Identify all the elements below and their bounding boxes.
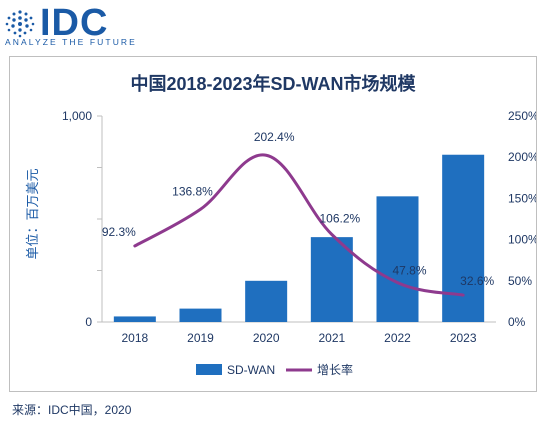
left-tick-label: 1,000 — [62, 109, 92, 123]
plot-area: 0 1,000 0% 50% 100% 150% 200% 250% 2018 2019 2020 2… — [62, 109, 536, 345]
right-tick-label: 200% — [508, 150, 536, 164]
bar — [179, 308, 222, 322]
y-axis-label: 单位：百万美元 — [25, 168, 40, 259]
line-data-label: 136.8% — [172, 184, 213, 198]
legend-swatch-bar — [196, 364, 222, 375]
right-tick-label: 250% — [508, 109, 536, 123]
bar — [310, 237, 353, 322]
line-data-label: 32.6% — [460, 274, 494, 288]
source-note: 来源：IDC中国，2020 — [12, 403, 132, 417]
left-tick-label: 0 — [85, 315, 92, 329]
growth-rate-line — [133, 153, 465, 297]
right-tick-label: 150% — [508, 191, 536, 205]
right-tick-label: 100% — [508, 233, 536, 247]
bar — [376, 196, 419, 322]
idc-logo: IDC ANALYZE THE FUTURE — [0, 0, 140, 52]
line-data-label: 92.3% — [102, 225, 136, 239]
line-data-label: 202.4% — [254, 130, 295, 144]
logo-brand-text: IDC — [40, 2, 109, 44]
chart-svg: 中国2018-2023年SD-WAN市场规模 单位：百万美元 0 1,000 0% 5… — [25, 73, 536, 377]
legend-label-growth: 增长率 — [317, 362, 353, 377]
x-tick-label: 2020 — [253, 331, 280, 345]
line-data-label: 106.2% — [319, 211, 360, 225]
legend-label-sdwan: SD-WAN — [227, 363, 275, 377]
chart-title: 中国2018-2023年SD-WAN市场规模 — [130, 73, 416, 94]
bar — [113, 316, 156, 322]
right-tick-label: 0% — [508, 315, 526, 329]
right-tick-label: 50% — [508, 274, 532, 288]
legend: SD-WAN 增长率 — [196, 362, 353, 377]
x-tick-label: 2019 — [187, 331, 214, 345]
bar — [245, 280, 288, 322]
x-tick-label: 2022 — [384, 331, 411, 345]
line-data-label: 47.8% — [392, 264, 426, 278]
x-tick-label: 2021 — [318, 331, 345, 345]
logo-tagline: ANALYZE THE FUTURE — [5, 37, 137, 47]
chart-frame: 中国2018-2023年SD-WAN市场规模 单位：百万美元 0 1,000 0% 5… — [9, 56, 537, 392]
x-tick-label: 2023 — [450, 331, 477, 345]
bar — [442, 154, 485, 322]
x-tick-label: 2018 — [121, 331, 148, 345]
globe-icon — [5, 10, 35, 38]
